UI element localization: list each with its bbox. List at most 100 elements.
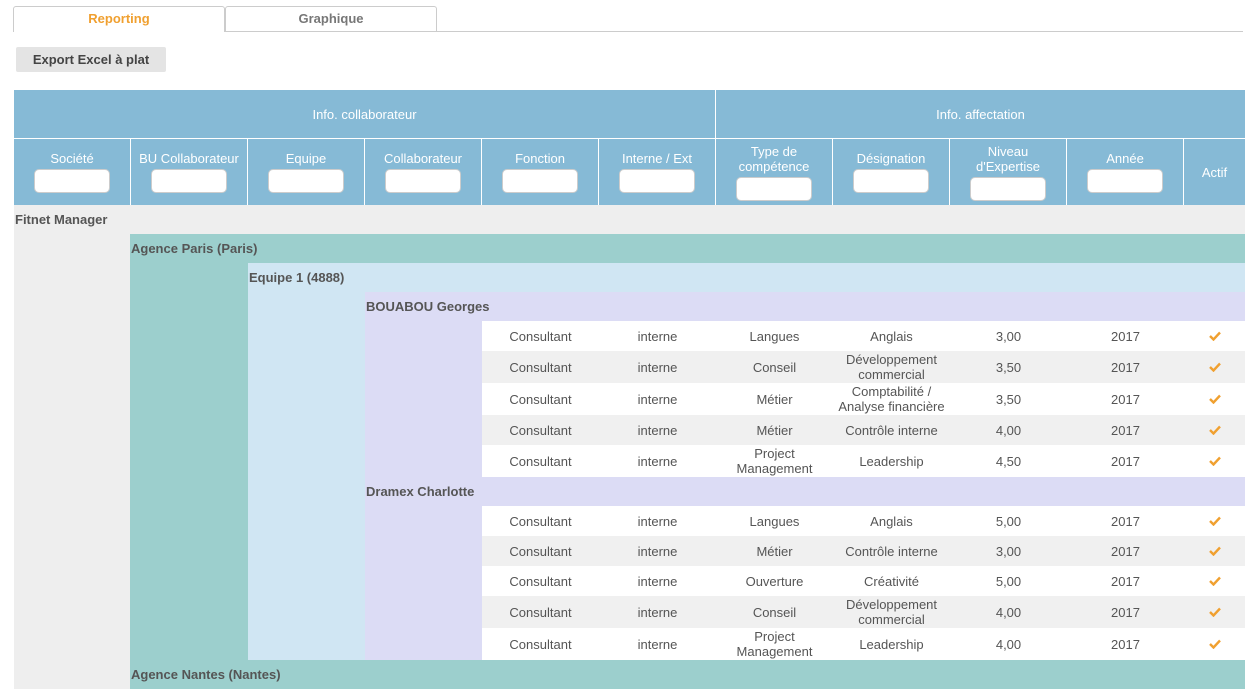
check-icon — [1208, 576, 1221, 586]
filter-input[interactable] — [853, 169, 929, 193]
filter-input[interactable] — [736, 176, 812, 201]
cell: Développement commercial — [833, 351, 950, 383]
cell-text: 4,00 — [995, 604, 1022, 620]
column-label: Société — [50, 151, 94, 166]
cell: Langues — [716, 506, 833, 536]
cell: Consultant — [482, 628, 599, 660]
cell: 4,00 — [950, 596, 1067, 628]
cell: 5,00 — [950, 566, 1067, 596]
cell: 2017 — [1067, 628, 1184, 660]
cell-text: Langues — [749, 513, 800, 529]
column-label: Equipe — [285, 151, 327, 166]
cell: 2017 — [1067, 596, 1184, 628]
cell: Consultant — [482, 321, 599, 351]
cell: Conseil — [716, 351, 833, 383]
column-label: Désignation — [856, 151, 926, 166]
cell: Contrôle interne — [833, 536, 950, 566]
cell: Comptabilité / Analyse financière — [833, 383, 950, 415]
cell-text: 3,50 — [995, 391, 1022, 407]
tab[interactable]: Graphique — [225, 6, 437, 31]
cell: 2017 — [1067, 536, 1184, 566]
filter-input[interactable] — [970, 176, 1046, 201]
data-row: Consultant interne Ouverture Créativité 5,00… — [482, 566, 1245, 596]
cell-text: Métier — [756, 422, 793, 438]
cell-text: Consultant — [509, 422, 572, 438]
column-header: Equipe — [248, 139, 365, 205]
active-check — [1184, 383, 1245, 415]
cell: Métier — [716, 415, 833, 445]
rows: Consultant interne Langues Anglais 5,00 2017 C… — [482, 506, 1245, 660]
cell-text: interne — [637, 636, 678, 652]
cell: Project Management — [716, 628, 833, 660]
cell-text: Métier — [756, 543, 793, 559]
cell-text: Consultant — [509, 573, 572, 589]
cell-text: Conseil — [752, 359, 797, 375]
column-label: Type de compétence — [738, 143, 810, 174]
data-row: Consultant interne Project Management Leade… — [482, 628, 1245, 660]
export-button[interactable]: Export Excel à plat — [16, 47, 166, 72]
cell: interne — [599, 445, 716, 477]
data-row: Consultant interne Langues Anglais 3,00 2017 — [482, 321, 1245, 351]
data-row: Consultant interne Project Management Leade… — [482, 445, 1245, 477]
cell-text: Consultant — [509, 328, 572, 344]
cell-text: 3,00 — [995, 543, 1022, 559]
check-icon — [1208, 425, 1221, 435]
cell: Consultant — [482, 445, 599, 477]
cell: Consultant — [482, 383, 599, 415]
cell-text: interne — [637, 422, 678, 438]
cell-text: Project Management — [736, 629, 813, 659]
cell: Contrôle interne — [833, 415, 950, 445]
column-header: Collaborateur — [365, 139, 482, 205]
filter-input[interactable] — [1087, 169, 1163, 193]
data-row: Consultant interne Métier Contrôle interne 4… — [482, 415, 1245, 445]
cell: 2017 — [1067, 321, 1184, 351]
cell-text: 2017 — [1111, 513, 1140, 529]
group-header-row: Info. collaborateur Info. affectation — [14, 90, 1245, 138]
filter-input[interactable] — [268, 169, 344, 193]
cell: 2017 — [1067, 383, 1184, 415]
cell: Project Management — [716, 445, 833, 477]
cell: Leadership — [833, 628, 950, 660]
data-row: Consultant interne Conseil Développement co… — [482, 596, 1245, 628]
cell-text: Anglais — [870, 513, 913, 529]
cell: 2017 — [1067, 506, 1184, 536]
tab[interactable]: Reporting — [13, 6, 225, 32]
cell-text: Conseil — [752, 604, 797, 620]
filter-input[interactable] — [34, 169, 110, 193]
column-header: Année — [1067, 139, 1184, 205]
agency-row: Agence Paris (Paris) — [130, 234, 1245, 263]
filter-input[interactable] — [151, 169, 227, 193]
cell-text: interne — [637, 543, 678, 559]
cell-text: Métier — [756, 391, 793, 407]
cell-text: Contrôle interne — [845, 422, 938, 438]
cell-text: Consultant — [509, 359, 572, 375]
cell-text: 5,00 — [995, 573, 1022, 589]
data-row: Consultant interne Métier Contrôle interne 3… — [482, 536, 1245, 566]
cell-text: Leadership — [859, 453, 924, 469]
cell-text: 2017 — [1111, 604, 1140, 620]
cell: Consultant — [482, 415, 599, 445]
company-row: Fitnet Manager — [14, 205, 1245, 234]
cell: 3,00 — [950, 536, 1067, 566]
filter-input[interactable] — [619, 169, 695, 193]
active-check — [1184, 596, 1245, 628]
cell-text: interne — [637, 604, 678, 620]
cell-text: 2017 — [1111, 391, 1140, 407]
cell-text: 3,50 — [995, 359, 1022, 375]
cell-text: interne — [637, 328, 678, 344]
group-header: Info. collaborateur — [14, 90, 716, 138]
cell: 4,00 — [950, 628, 1067, 660]
filter-input[interactable] — [502, 169, 578, 193]
cell-text: Consultant — [509, 391, 572, 407]
cell-text: Comptabilité / Analyse financière — [838, 384, 945, 414]
cell: 2017 — [1067, 415, 1184, 445]
cell-text: 2017 — [1111, 422, 1140, 438]
gutter — [130, 263, 248, 660]
cell: 3,50 — [950, 351, 1067, 383]
filter-input[interactable] — [385, 169, 461, 193]
check-icon — [1208, 639, 1221, 649]
cell-text: Consultant — [509, 453, 572, 469]
collaborator-group: Consultant interne Langues Anglais 5,00 2017 C… — [365, 506, 1245, 660]
cell: interne — [599, 506, 716, 536]
